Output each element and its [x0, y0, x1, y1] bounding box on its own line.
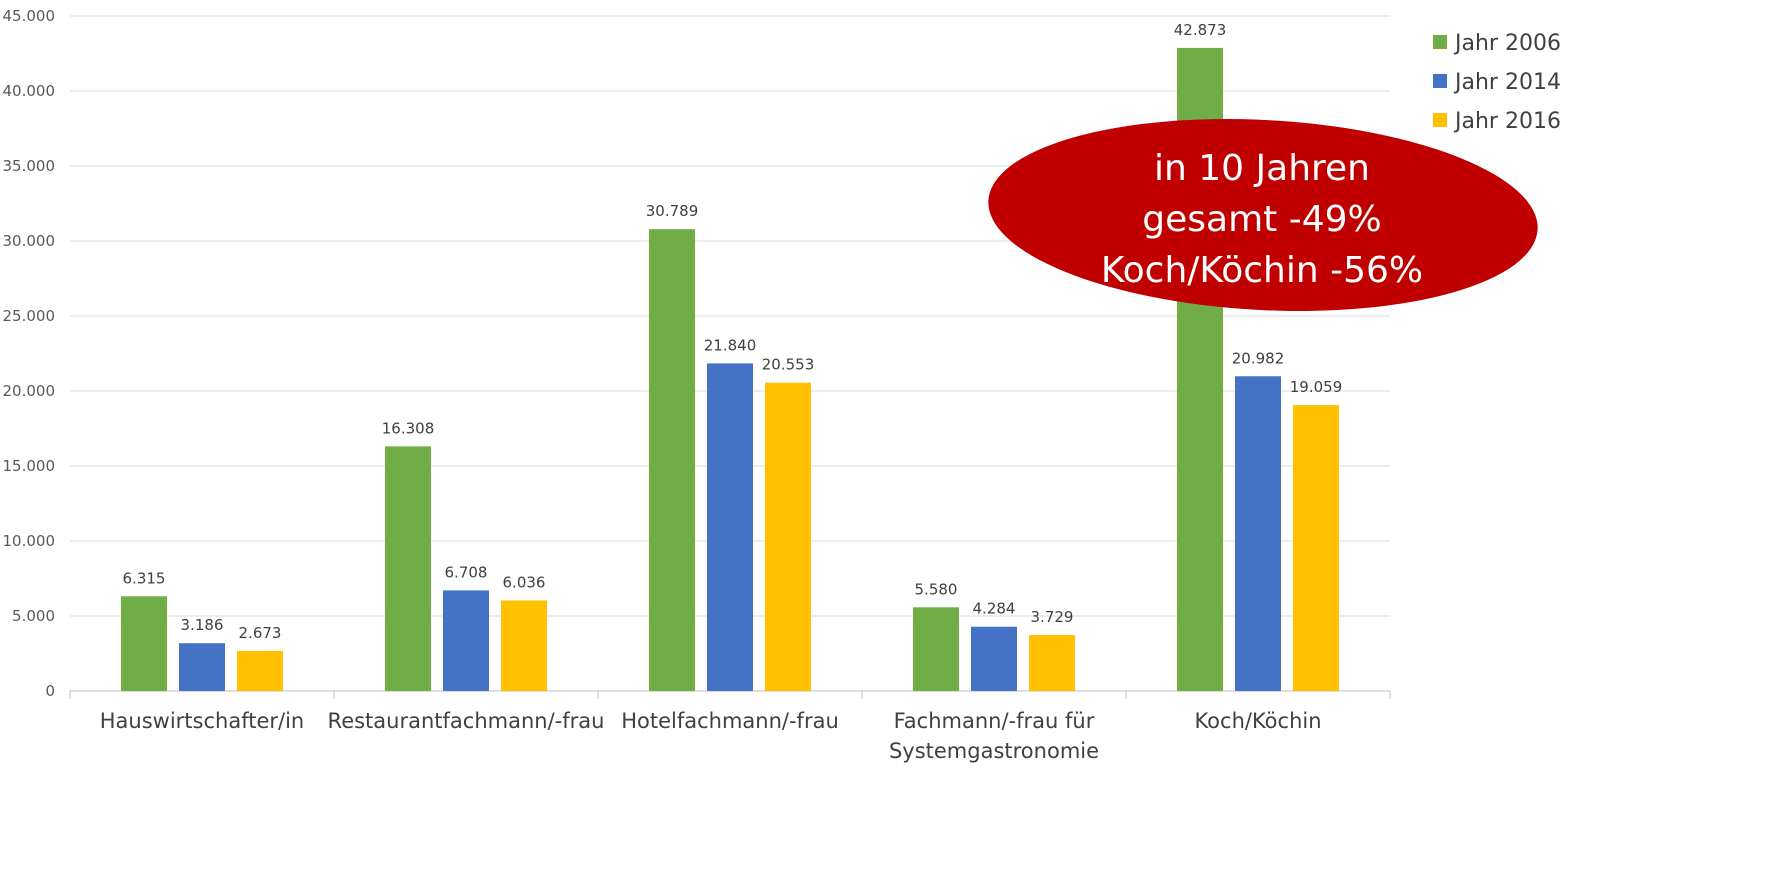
data-label: 42.873	[1174, 21, 1227, 39]
bar	[385, 446, 431, 691]
axes: 0 5.000 10.000 15.000 20.000 25.000 30.000 35.0…	[3, 7, 1391, 700]
gridlines	[70, 15, 1390, 617]
legend-label: Jahr 2014	[1453, 70, 1561, 95]
data-label: 16.308	[382, 419, 435, 437]
x-category-label: Hotelfachmann/-frau	[621, 709, 839, 733]
bars	[121, 47, 1339, 692]
y-tick-label: 10.000	[3, 532, 56, 550]
legend-swatch	[1433, 74, 1447, 88]
bar	[237, 650, 283, 691]
legend-label: Jahr 2016	[1453, 109, 1561, 134]
data-label: 4.284	[973, 600, 1016, 618]
y-tick-label: 25.000	[3, 307, 56, 325]
bar	[1293, 405, 1339, 691]
y-tick-label: 15.000	[3, 457, 56, 475]
legend-label: Jahr 2006	[1453, 31, 1561, 56]
x-category-label: Hauswirtschafter/in	[100, 709, 304, 733]
data-label: 30.789	[646, 202, 699, 220]
x-category-label: Systemgastronomie	[889, 739, 1099, 763]
data-label: 6.315	[123, 569, 166, 587]
bar	[121, 596, 167, 691]
bar	[913, 607, 959, 691]
bar	[765, 382, 811, 691]
data-label: 3.729	[1031, 608, 1074, 626]
data-label: 6.708	[445, 563, 488, 581]
bar	[501, 600, 547, 691]
y-tick-label: 35.000	[3, 157, 56, 175]
callout-line-2: gesamt -49%	[1142, 199, 1381, 240]
category-labels: Hauswirtschafter/in Restaurantfachmann/-f…	[100, 709, 1322, 763]
y-tick-label: 20.000	[3, 382, 56, 400]
bar	[179, 643, 225, 691]
callout-ellipse	[988, 119, 1538, 311]
data-label: 6.036	[503, 573, 546, 591]
y-tick-label: 45.000	[3, 7, 56, 25]
x-category-label: Restaurantfachmann/-frau	[328, 709, 605, 733]
data-labels: 6.315 3.186 2.673 16.308 6.708 6.036 30.789 21.…	[123, 21, 1343, 642]
data-label: 21.840	[704, 336, 757, 354]
bar	[707, 363, 753, 691]
bar	[971, 626, 1017, 691]
bar	[1029, 635, 1075, 691]
data-label: 20.553	[762, 356, 815, 374]
y-tick-label: 0	[45, 682, 55, 700]
bar	[649, 229, 695, 692]
callout: in 10 Jahren gesamt -49% Koch/Köchin -56…	[988, 119, 1538, 311]
data-label: 2.673	[239, 624, 282, 642]
callout-line-3: Koch/Köchin -56%	[1101, 250, 1423, 291]
data-label: 3.186	[181, 616, 224, 634]
y-tick-label: 40.000	[3, 82, 56, 100]
bar	[1235, 376, 1281, 691]
data-label: 5.580	[915, 580, 958, 598]
bar	[443, 590, 489, 691]
data-label: 20.982	[1232, 349, 1285, 367]
x-category-label: Fachmann/-frau für	[894, 709, 1095, 733]
legend-swatch	[1433, 35, 1447, 49]
legend-swatch	[1433, 113, 1447, 127]
callout-line-1: in 10 Jahren	[1154, 148, 1370, 189]
y-tick-label: 30.000	[3, 232, 56, 250]
legend: Jahr 2006 Jahr 2014 Jahr 2016	[1433, 31, 1561, 134]
y-tick-label: 5.000	[12, 607, 55, 625]
data-label: 19.059	[1290, 378, 1343, 396]
x-category-label: Koch/Köchin	[1194, 709, 1321, 733]
